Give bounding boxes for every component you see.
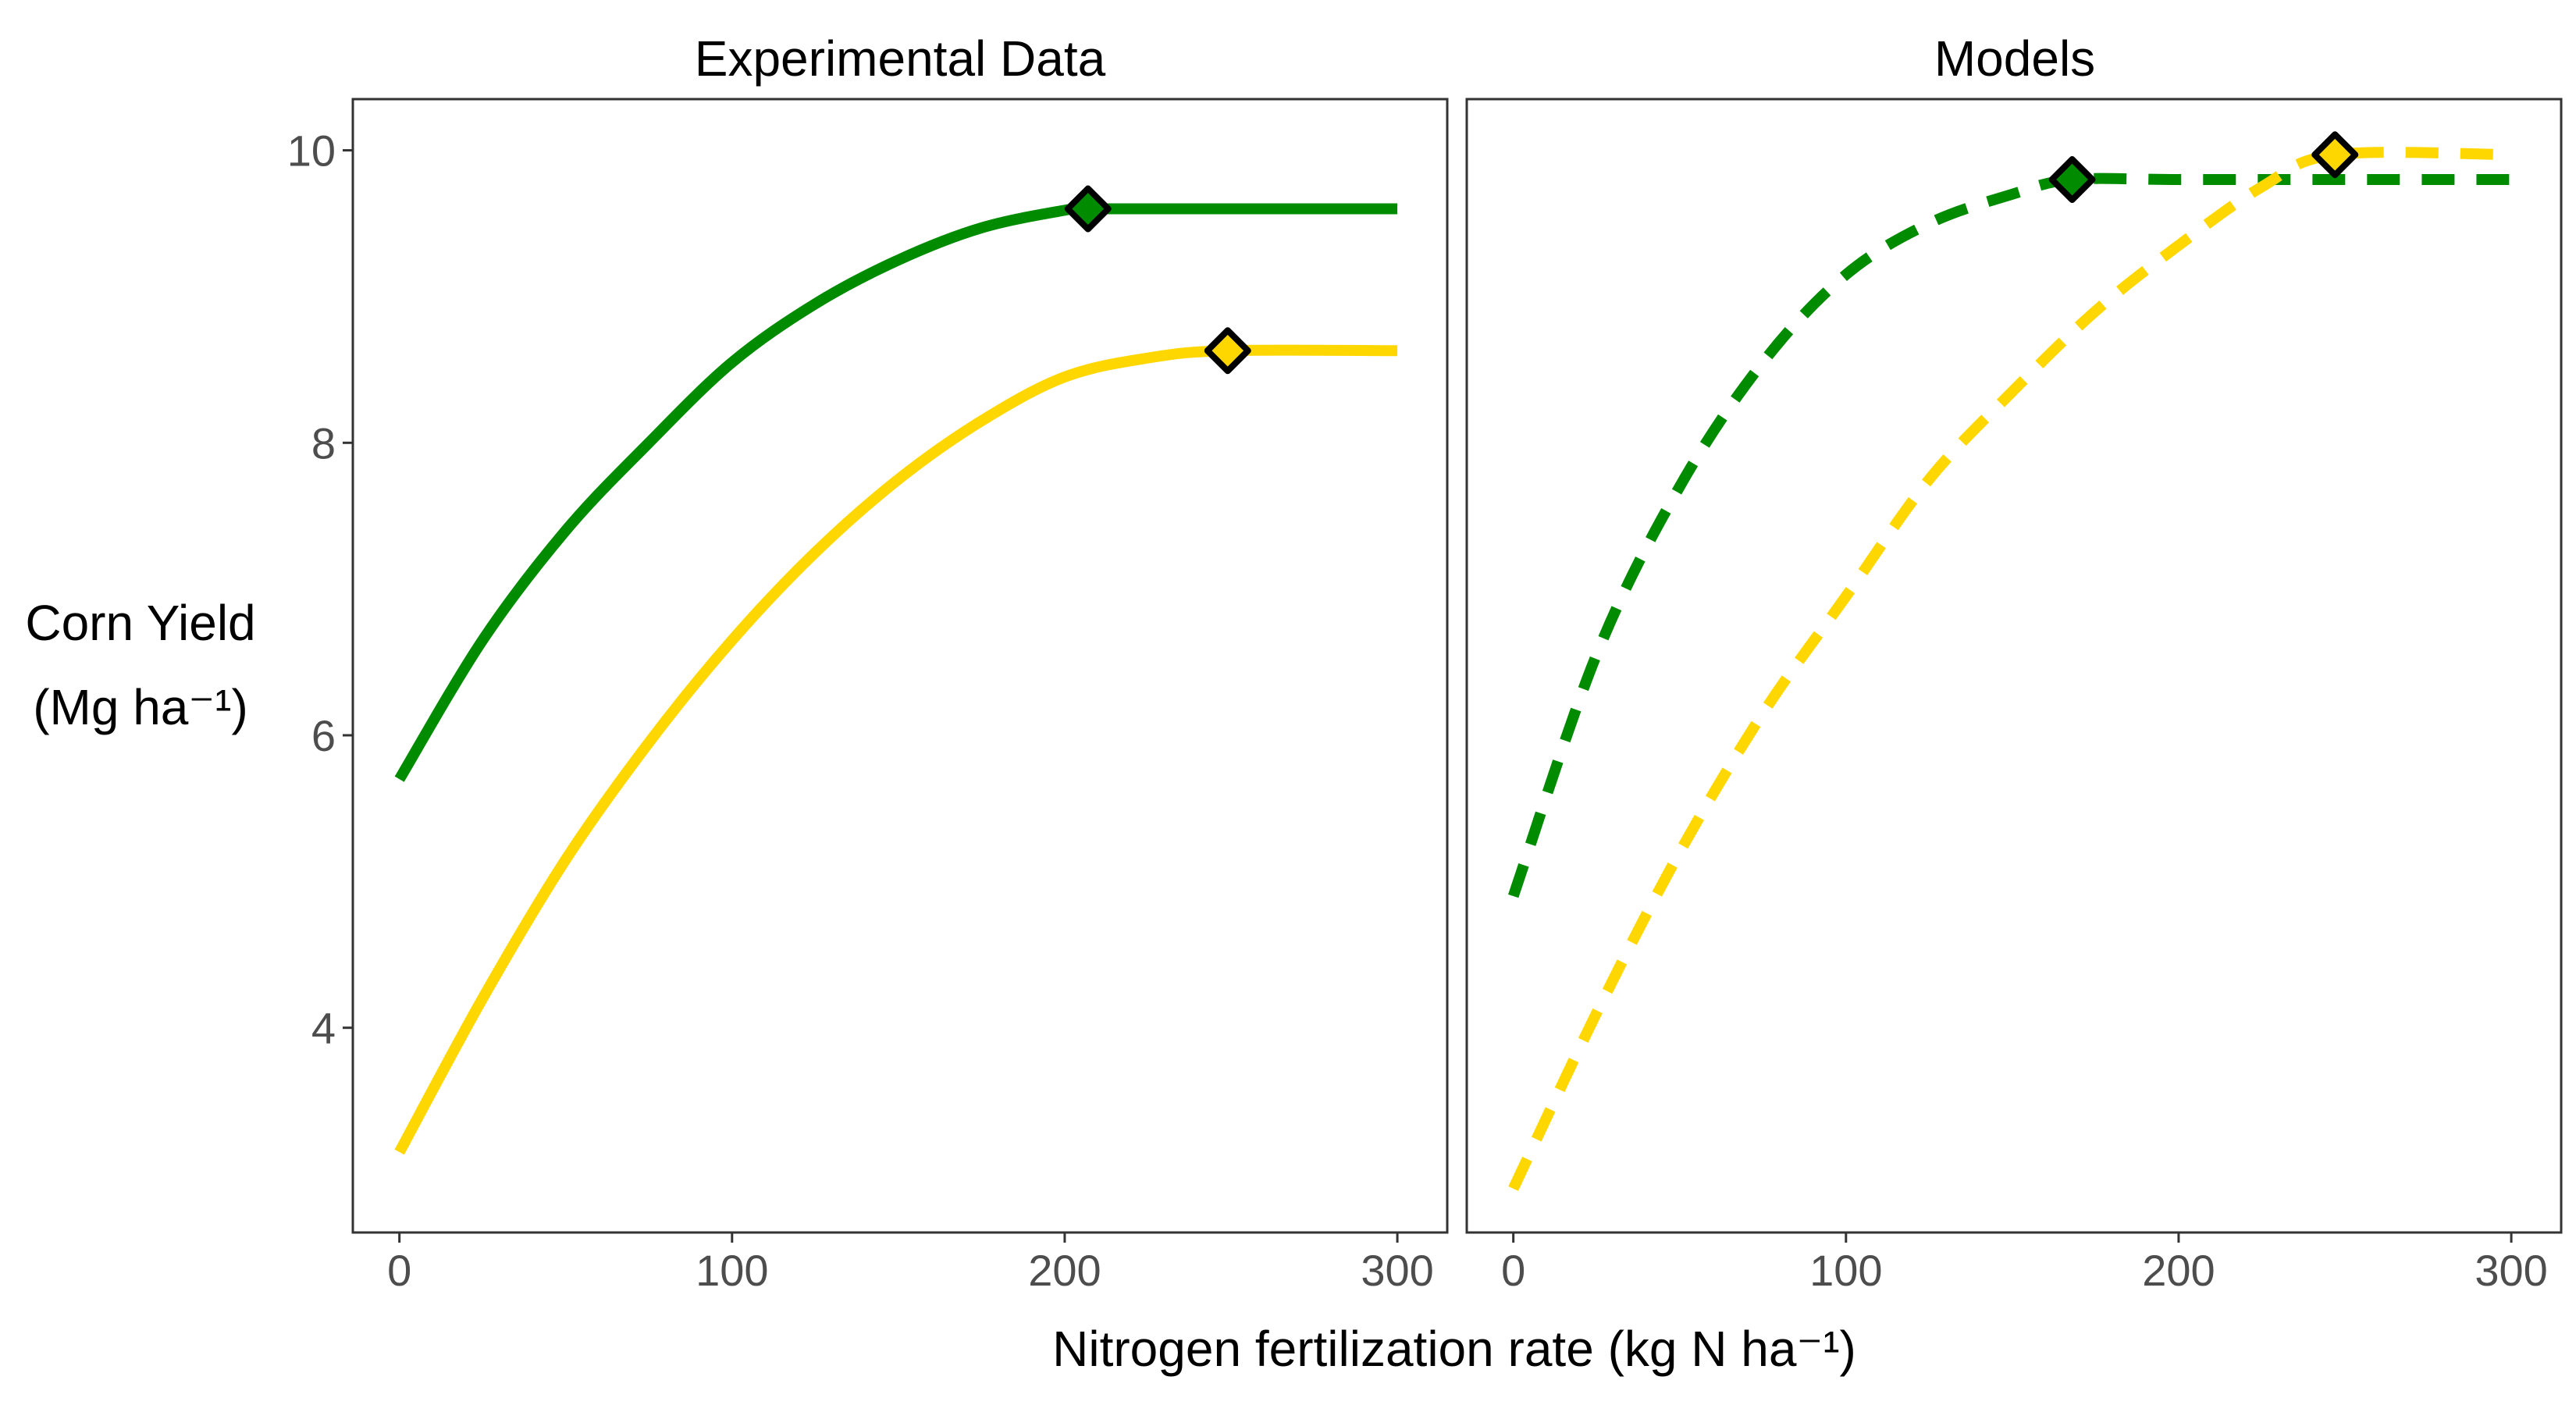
series-marker-experimental-1 — [1204, 327, 1251, 375]
x-axis-title: Nitrogen fertilization rate (kg N ha⁻¹) — [1052, 1321, 1856, 1377]
panel-border-experimental — [351, 98, 1449, 1234]
y-axis: 4 6 8 10 — [287, 126, 353, 1053]
panel-title-experimental: Experimental Data — [695, 30, 1106, 87]
y-tick-label-8: 8 — [311, 418, 336, 468]
panel-title-models: Models — [1934, 30, 2095, 87]
series-marker-models-1 — [2311, 131, 2359, 179]
x-tick-label-models-300: 300 — [2475, 1246, 2547, 1295]
x-tick-label-models-100: 100 — [1809, 1246, 1882, 1295]
series-line-experimental-0 — [394, 203, 1398, 782]
x-tick-label-models-0: 0 — [1501, 1246, 1525, 1295]
series-line-experimental-1 — [394, 344, 1398, 1155]
series-marker-experimental-0 — [1064, 185, 1112, 233]
panel-border-models — [1465, 98, 2563, 1234]
x-tick-label-experimental-200: 200 — [1028, 1246, 1101, 1295]
y-axis-title-line2: (Mg ha⁻¹) — [33, 679, 248, 735]
series-marker-models-0 — [2048, 156, 2096, 204]
panel-experimental-data: Experimental Data 0 100 200 300 — [351, 30, 1449, 1295]
x-tick-label-experimental-0: 0 — [387, 1246, 411, 1295]
x-tick-label-experimental-300: 300 — [1361, 1246, 1433, 1295]
series-line-models-1 — [1508, 147, 2512, 1191]
y-tick-label-4: 4 — [311, 1004, 336, 1053]
y-tick-label-10: 10 — [287, 126, 336, 176]
y-axis-title-line1: Corn Yield — [25, 595, 255, 651]
y-tick-label-6: 6 — [311, 711, 336, 760]
x-tick-label-experimental-100: 100 — [696, 1246, 768, 1295]
panel-models: Models 0 100 200 300 — [1465, 30, 2563, 1295]
x-tick-label-models-200: 200 — [2142, 1246, 2215, 1295]
series-line-models-0 — [1508, 173, 2512, 898]
